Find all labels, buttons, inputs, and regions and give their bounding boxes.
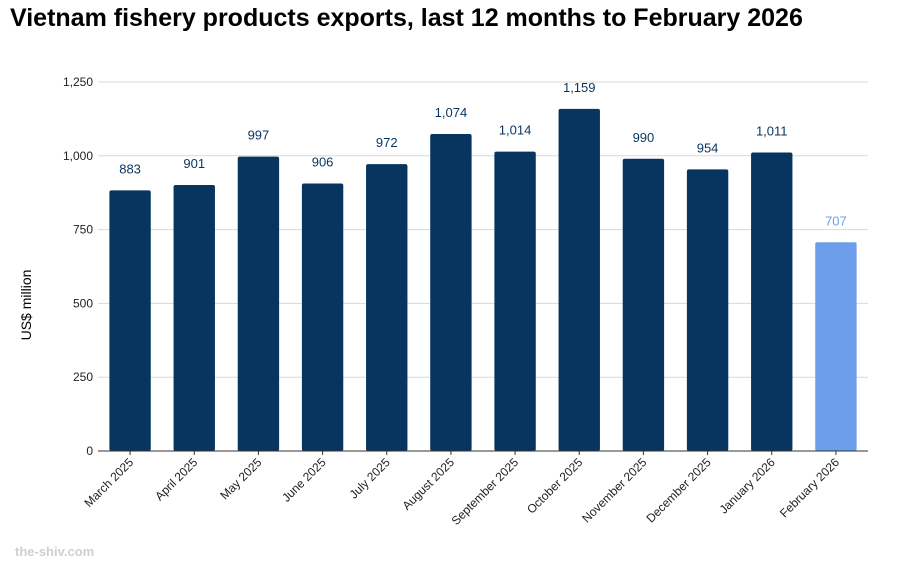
x-tick-label: April 2025	[152, 455, 200, 503]
bar	[622, 158, 665, 451]
data-label: 990	[633, 130, 655, 145]
x-tick-label: February 2026	[777, 455, 842, 520]
gridlines	[98, 81, 868, 378]
x-tick-label: September 2025	[449, 455, 522, 528]
x-tick-label: November 2025	[579, 455, 650, 526]
bars	[109, 108, 857, 452]
bar	[109, 190, 151, 452]
bar	[815, 242, 857, 451]
x-tick-label: May 2025	[217, 455, 264, 502]
data-label: 1,159	[563, 80, 596, 95]
bar	[301, 183, 344, 451]
x-tick-label: August 2025	[399, 455, 457, 513]
data-label: 972	[376, 135, 398, 150]
bar	[237, 156, 280, 451]
data-label: 906	[312, 155, 334, 170]
x-tick-label: July 2025	[347, 455, 393, 501]
bar	[686, 169, 729, 451]
bar	[430, 133, 472, 451]
data-label: 997	[248, 128, 270, 143]
data-label: 1,014	[499, 123, 532, 138]
data-label: 954	[697, 140, 719, 155]
x-tick-label: December 2025	[643, 455, 714, 526]
bar	[751, 152, 793, 451]
y-tick-label: 250	[73, 370, 93, 384]
bar	[173, 185, 215, 452]
x-tick-label: October 2025	[524, 455, 586, 517]
bar	[366, 164, 408, 451]
data-label: 901	[183, 156, 205, 171]
data-label: 1,074	[435, 105, 468, 120]
y-tick-label: 500	[73, 296, 93, 310]
chart-title: Vietnam fishery products exports, last 1…	[10, 4, 803, 32]
x-tick-label: June 2025	[279, 455, 329, 505]
data-label: 883	[119, 161, 141, 176]
bar	[558, 108, 600, 452]
y-tick-label: 1,250	[63, 75, 93, 89]
data-label: 707	[825, 213, 847, 228]
watermark: the-shiv.com	[15, 544, 95, 559]
y-tick-label: 0	[86, 444, 93, 458]
y-tick-label: 1,000	[63, 149, 93, 163]
y-axis-title: US$ million	[18, 270, 34, 341]
bar	[494, 151, 536, 451]
data-labels: 883 901 997 906 972 1,074 1,014 1,159 990 954 1,01…	[119, 80, 847, 228]
y-tick-label: 750	[73, 223, 93, 237]
x-tick-label: March 2025	[81, 455, 136, 510]
x-tick-label: January 2026	[717, 455, 779, 517]
data-label: 1,011	[756, 124, 788, 139]
